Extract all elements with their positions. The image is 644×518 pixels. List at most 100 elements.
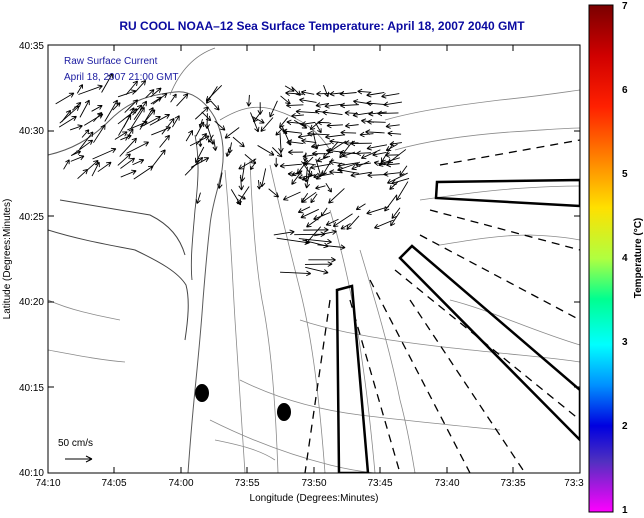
current-vector xyxy=(286,119,303,126)
current-vector xyxy=(282,191,301,201)
current-vector xyxy=(81,129,90,138)
current-vector xyxy=(291,170,303,185)
current-vector xyxy=(310,163,331,170)
current-vector xyxy=(134,80,147,93)
colorbar-tick: 7 xyxy=(622,1,628,12)
y-tick-label: 40:10 xyxy=(19,468,44,479)
current-vector xyxy=(385,123,400,129)
current-vector xyxy=(268,188,279,198)
y-tick-label: 40:20 xyxy=(19,297,44,308)
current-vector xyxy=(299,97,317,104)
current-vector xyxy=(313,212,331,221)
current-vector xyxy=(379,157,400,166)
y-tick-labels: 40:35 40:30 40:25 40:20 40:15 40:10 xyxy=(19,41,44,479)
current-vector xyxy=(93,124,106,143)
current-vector xyxy=(366,100,386,107)
current-vector xyxy=(337,162,359,169)
current-vector xyxy=(79,131,94,150)
current-vector xyxy=(300,208,319,219)
x-axis-label: Longitude (Degrees:Minutes) xyxy=(250,493,379,504)
current-vector xyxy=(238,158,257,170)
current-vector xyxy=(377,110,399,117)
current-vector xyxy=(91,104,103,112)
current-vector xyxy=(70,155,85,162)
current-vector xyxy=(204,113,210,129)
x-tick-label: 73:45 xyxy=(367,478,392,489)
current-vector xyxy=(132,104,143,116)
current-vector xyxy=(282,128,303,135)
y-tick-label: 40:15 xyxy=(19,383,44,394)
current-vector xyxy=(224,127,240,139)
coastline-inner xyxy=(169,47,331,151)
x-tick-label: 74:05 xyxy=(101,478,126,489)
current-vector xyxy=(337,163,357,172)
x-tick-label: 73:50 xyxy=(301,478,326,489)
current-vector xyxy=(327,140,347,154)
current-vector xyxy=(304,261,333,267)
current-vector xyxy=(325,133,345,140)
coastline xyxy=(48,91,224,473)
current-vector xyxy=(225,147,230,157)
map-area: Raw Surface Current April 18, 2007 21:00… xyxy=(47,44,581,474)
current-vector xyxy=(294,231,326,238)
x-tick-label: 73:3 xyxy=(564,478,584,489)
current-vector xyxy=(250,112,260,133)
current-vector xyxy=(353,99,373,105)
current-vector xyxy=(201,111,212,122)
current-vector xyxy=(366,91,385,98)
current-vector xyxy=(355,203,366,211)
current-vector xyxy=(332,213,353,227)
current-vector xyxy=(194,106,209,120)
current-vector xyxy=(323,85,330,98)
current-vector xyxy=(324,103,345,109)
current-vector xyxy=(300,89,315,96)
current-vector xyxy=(311,143,331,149)
current-vector xyxy=(322,109,343,116)
current-vector xyxy=(149,113,170,126)
current-vector xyxy=(69,124,83,131)
current-vector xyxy=(284,85,295,92)
current-vector xyxy=(308,257,336,263)
current-vector xyxy=(127,120,148,131)
current-vector xyxy=(239,162,246,182)
current-vector xyxy=(139,107,154,130)
current-vector xyxy=(297,133,318,140)
current-vector xyxy=(55,92,75,105)
current-vector xyxy=(316,155,331,163)
current-vector xyxy=(195,146,205,164)
current-vector xyxy=(315,102,330,108)
note-line-2: April 18, 2007 21:00 GMT xyxy=(64,72,179,83)
current-vector xyxy=(374,219,394,229)
current-vector xyxy=(276,237,310,246)
current-vector xyxy=(295,108,318,115)
current-vector xyxy=(133,100,148,120)
frame-ticks xyxy=(47,44,581,474)
current-vector xyxy=(340,102,359,109)
current-vector xyxy=(301,138,317,144)
current-vector xyxy=(357,88,372,95)
current-vector xyxy=(297,206,311,214)
current-vector xyxy=(198,118,203,128)
current-vector xyxy=(384,194,398,212)
current-vector xyxy=(119,137,137,157)
current-vector xyxy=(132,158,145,166)
colorbar-tick: 2 xyxy=(622,421,628,432)
current-vector xyxy=(117,89,137,98)
current-vector xyxy=(365,129,385,135)
current-vector xyxy=(301,191,317,203)
current-vector xyxy=(151,126,172,136)
colorbar-tick: 6 xyxy=(622,85,628,96)
colorbar-tick: 1 xyxy=(622,505,628,516)
colorbar-tick: 5 xyxy=(622,169,628,180)
current-vector xyxy=(273,229,295,236)
current-vector xyxy=(210,100,220,111)
current-vector xyxy=(278,132,284,153)
current-vector xyxy=(387,130,402,137)
current-vector xyxy=(322,158,333,176)
current-vector xyxy=(383,101,402,108)
current-vector xyxy=(207,134,214,143)
current-vector xyxy=(304,167,311,189)
current-vector xyxy=(133,165,154,180)
y-tick-label: 40:30 xyxy=(19,126,44,137)
current-vector xyxy=(339,149,357,156)
